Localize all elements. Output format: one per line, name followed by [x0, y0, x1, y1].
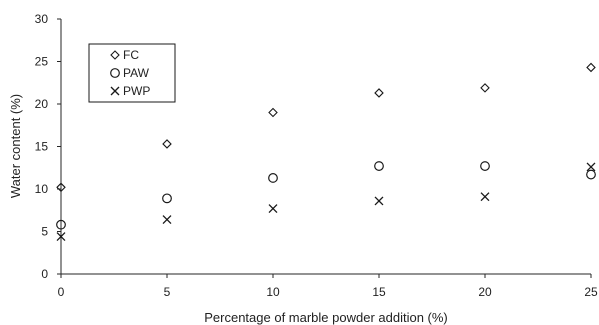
legend-box — [88, 43, 176, 103]
point-fc — [586, 62, 596, 73]
cross-stroke — [110, 86, 120, 96]
x-tick-label: 20 — [478, 285, 492, 299]
legend-marker-fc — [110, 50, 120, 60]
cross-stroke — [268, 204, 278, 214]
point-pwp — [586, 162, 596, 172]
point-fc — [162, 139, 172, 149]
legend-label-fc: FC — [123, 48, 139, 62]
legend-label-paw: PAW — [123, 66, 150, 80]
y-tick-label: 30 — [35, 12, 49, 26]
point-pwp — [56, 232, 66, 242]
x-tick-label: 25 — [584, 285, 598, 299]
x-axis-title: Percentage of marble powder addition (%) — [204, 310, 448, 325]
data-points — [56, 62, 596, 242]
cross-stroke — [162, 215, 172, 225]
point-paw — [374, 161, 384, 171]
legend-label-pwp: PWP — [123, 84, 150, 98]
y-tick-label: 20 — [35, 97, 49, 111]
point-fc — [374, 88, 384, 98]
point-pwp — [374, 196, 384, 206]
x-axis-ticks: 0 5 10 15 20 25 — [58, 274, 598, 299]
point-paw — [480, 161, 490, 171]
y-tick-label: 25 — [35, 55, 49, 69]
point-paw — [268, 173, 278, 183]
cross-stroke — [586, 162, 596, 172]
y-tick-label: 5 — [41, 225, 48, 239]
point-paw — [56, 219, 66, 230]
point-pwp — [268, 204, 278, 214]
legend-marker-pwp — [110, 86, 120, 96]
point-fc — [480, 83, 490, 93]
point-paw — [586, 169, 596, 180]
legend-marker-paw — [110, 68, 120, 78]
x-tick-label: 10 — [266, 285, 280, 299]
y-tick-label: 0 — [41, 267, 48, 281]
y-axis-title: Water content (%) — [8, 94, 23, 198]
y-tick-label: 10 — [35, 182, 49, 196]
point-pwp — [162, 215, 172, 225]
x-tick-label: 15 — [372, 285, 386, 299]
y-tick-label: 15 — [35, 140, 49, 154]
point-paw — [162, 193, 172, 204]
point-fc — [56, 182, 66, 193]
x-tick-label: 0 — [58, 285, 65, 299]
x-tick-label: 5 — [164, 285, 171, 299]
cross-stroke — [480, 192, 490, 202]
point-fc — [268, 107, 278, 118]
cross-stroke — [56, 232, 66, 242]
cross-stroke — [374, 196, 384, 206]
point-pwp — [480, 192, 490, 202]
legend: FC PAW PWP — [88, 43, 176, 103]
y-axis-ticks: 0 5 10 15 20 25 30 — [35, 12, 61, 281]
